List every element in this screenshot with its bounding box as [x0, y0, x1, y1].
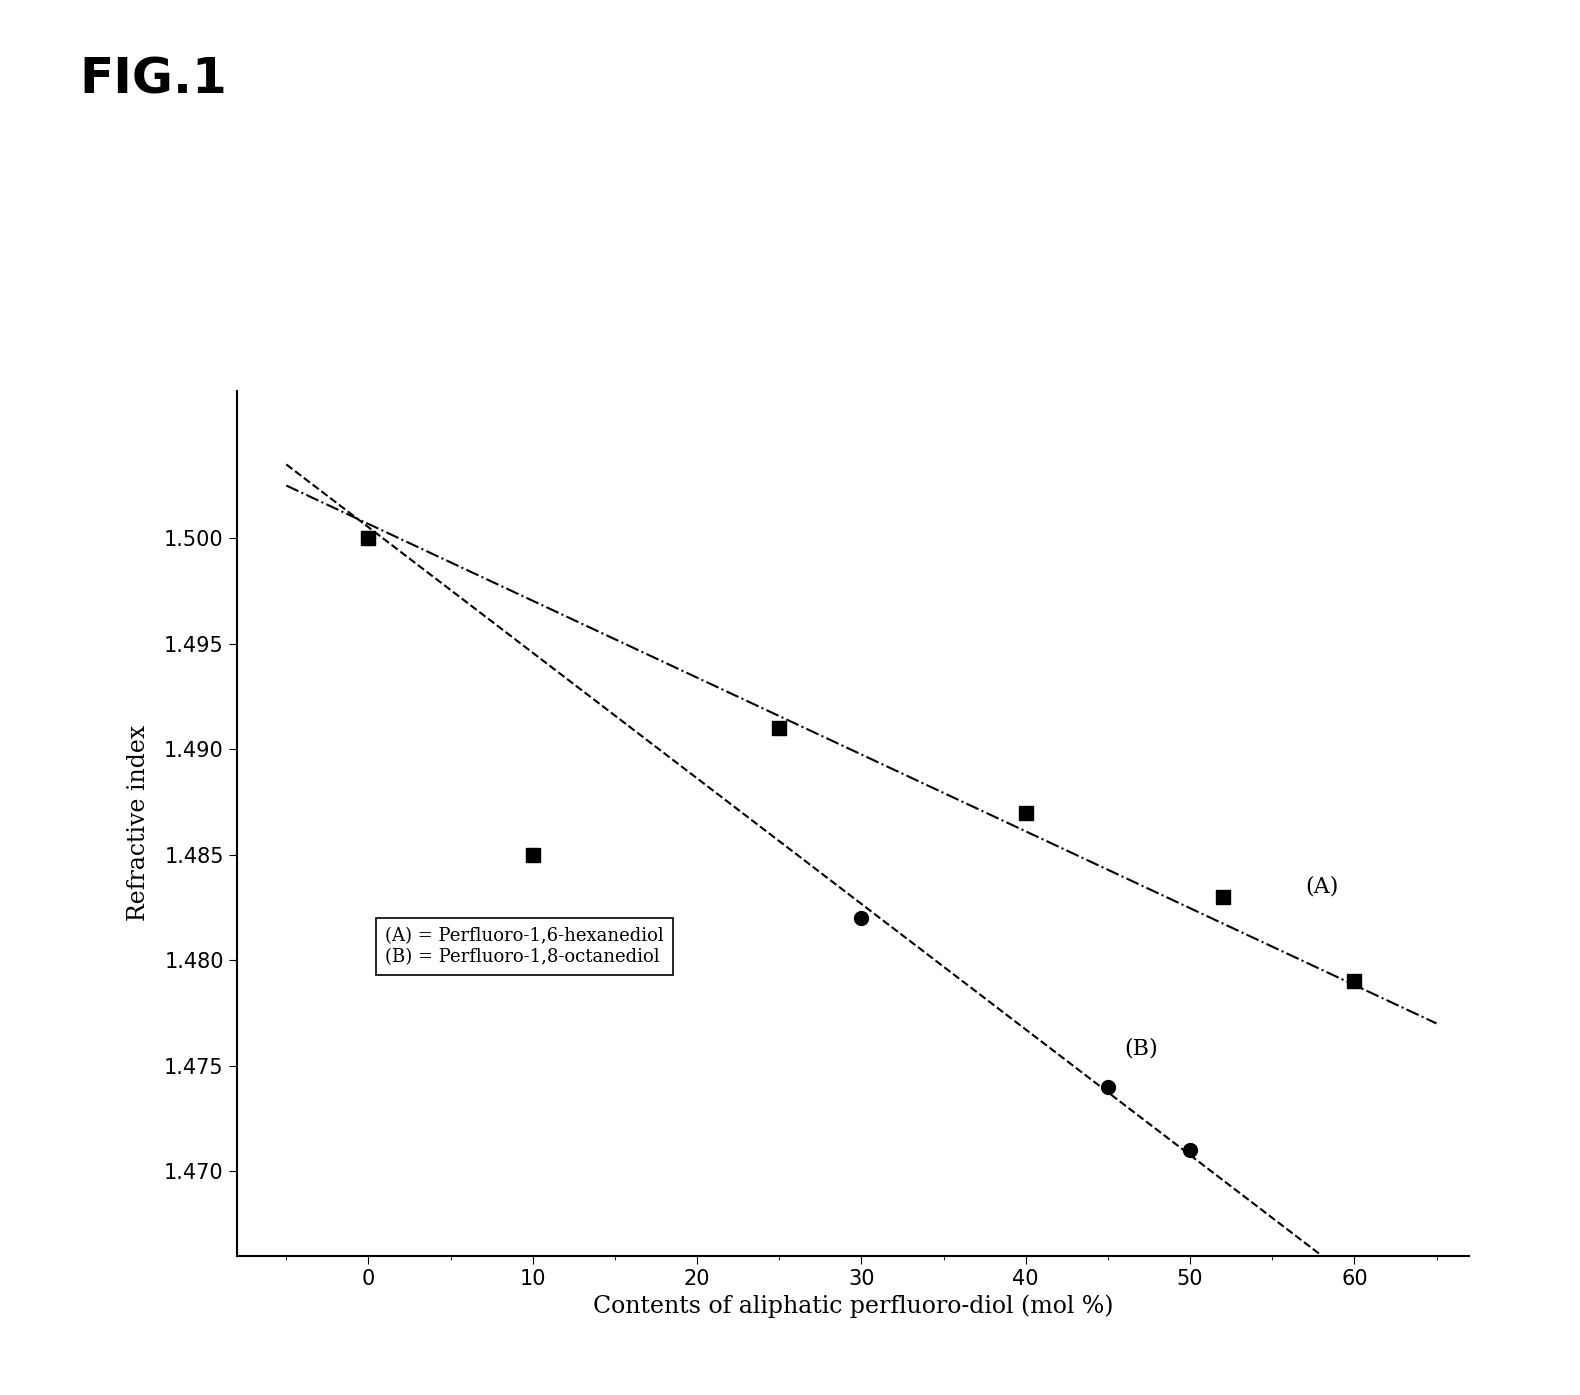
Point	[1210, 886, 1236, 908]
Point	[848, 907, 874, 929]
Point	[520, 844, 545, 866]
Point	[1341, 970, 1367, 992]
Point	[356, 527, 381, 550]
Point	[1177, 1138, 1202, 1161]
Text: (A) = Perfluoro-1,6-hexanediol
(B) = Perfluoro-1,8-octanediol: (A) = Perfluoro-1,6-hexanediol (B) = Per…	[386, 926, 664, 965]
Point	[356, 527, 381, 550]
Point	[1013, 801, 1038, 823]
Text: (A): (A)	[1305, 875, 1338, 897]
Text: (B): (B)	[1125, 1038, 1158, 1060]
Point	[1095, 1076, 1120, 1098]
X-axis label: Contents of aliphatic perfluoro-diol (mol %): Contents of aliphatic perfluoro-diol (mo…	[592, 1295, 1114, 1318]
Point	[766, 717, 792, 739]
Text: FIG.1: FIG.1	[79, 56, 228, 103]
Y-axis label: Refractive index: Refractive index	[126, 725, 150, 921]
